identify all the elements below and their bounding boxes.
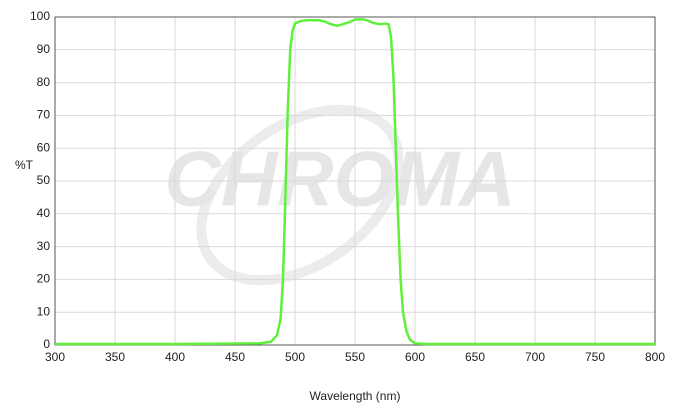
x-tick-label: 300	[45, 350, 65, 364]
y-tick-label: 20	[37, 272, 51, 286]
x-tick-label: 400	[165, 350, 185, 364]
x-tick-label: 450	[225, 350, 245, 364]
x-tick-label: 700	[525, 350, 545, 364]
y-tick-label: 70	[37, 108, 51, 122]
y-tick-label: 40	[37, 206, 51, 220]
y-tick-label: 50	[37, 173, 51, 187]
y-tick-label: 90	[37, 42, 51, 56]
x-tick-label: 500	[285, 350, 305, 364]
x-tick-label: 600	[405, 350, 425, 364]
x-tick-label: 550	[345, 350, 365, 364]
y-tick-label: 10	[37, 304, 51, 318]
x-tick-label: 800	[645, 350, 665, 364]
x-tick-label: 350	[105, 350, 125, 364]
spectrum-line	[55, 18, 655, 346]
y-tick-label: 100	[30, 9, 50, 23]
watermark-swoosh	[196, 104, 404, 286]
plot-border	[54, 16, 656, 346]
y-tick-label: 60	[37, 140, 51, 154]
x-axis-label: Wavelength (nm)	[310, 389, 401, 403]
x-tick-label: 650	[465, 350, 485, 364]
y-tick-label: 30	[37, 239, 51, 253]
x-tick-label: 750	[585, 350, 605, 364]
watermark: CHROMA	[165, 135, 516, 223]
y-axis-label: %T	[15, 158, 34, 172]
y-tick-label: 0	[43, 337, 50, 351]
y-tick-label: 80	[37, 75, 51, 89]
